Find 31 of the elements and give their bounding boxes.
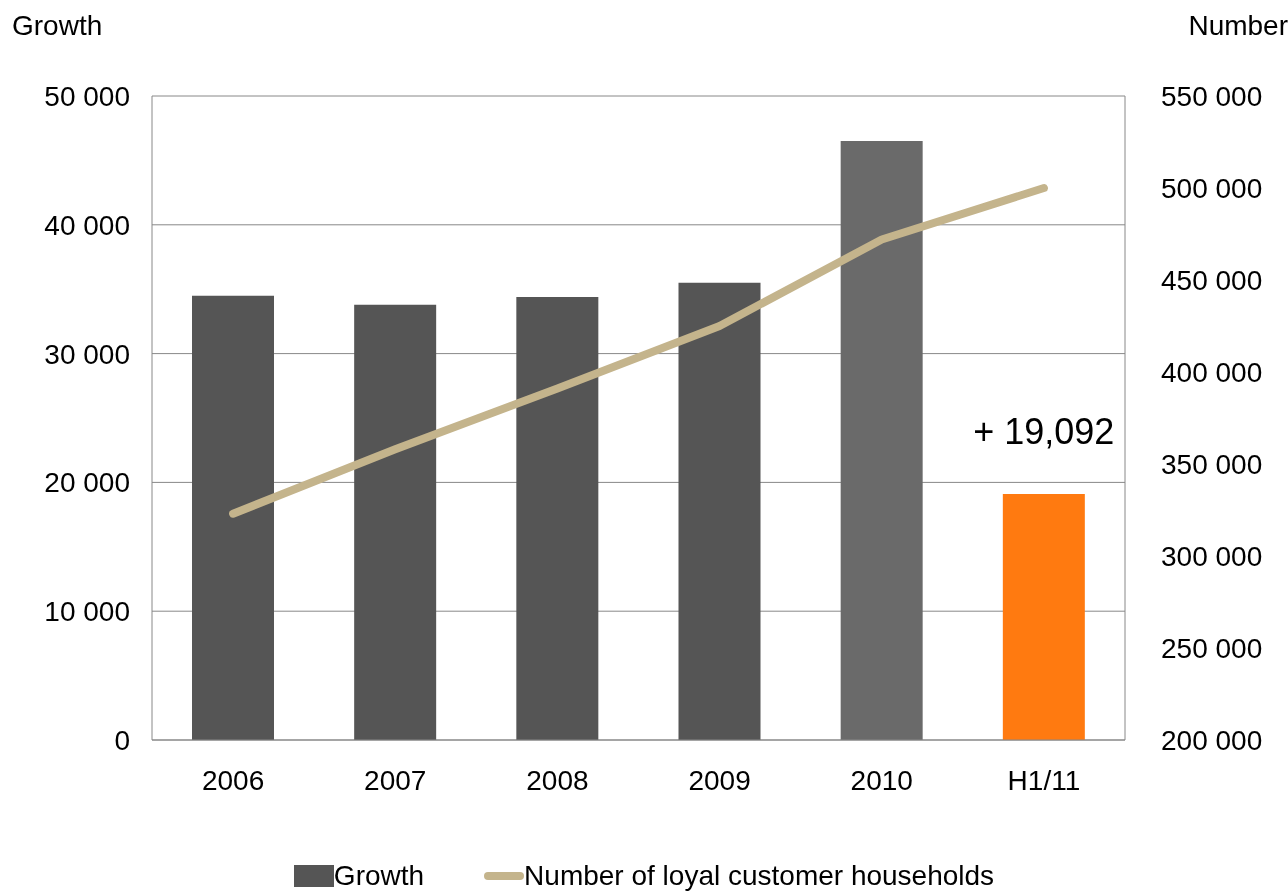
- y2-tick-label: 200 000: [1161, 724, 1263, 756]
- y2-tick-label: 250 000: [1161, 632, 1263, 664]
- x-tick-label: 2010: [850, 764, 913, 796]
- data-label: + 19,092: [973, 411, 1115, 453]
- y-tick-label: 30 000: [44, 338, 130, 370]
- x-tick-label: H1/11: [1007, 764, 1081, 796]
- y2-tick-label: 300 000: [1161, 540, 1263, 572]
- legend-label: Number of loyal customer households: [524, 860, 995, 892]
- bar: [516, 296, 599, 740]
- bar: [840, 141, 923, 740]
- y-tick-label: 40 000: [44, 209, 130, 241]
- x-tick-label: 2006: [201, 764, 265, 796]
- y2-tick-label: 350 000: [1161, 448, 1263, 480]
- y-axis-title: Growth: [12, 10, 103, 42]
- y-tick-label: 10 000: [44, 596, 130, 628]
- x-tick-label: 2007: [364, 764, 427, 796]
- bar: [354, 304, 437, 740]
- y-tick-label: 20 000: [44, 467, 130, 499]
- y-tick-label: 0: [114, 724, 130, 756]
- y2-tick-label: 450 000: [1161, 264, 1263, 296]
- bar: [678, 282, 761, 740]
- bar: [1002, 494, 1085, 740]
- y2-axis-title: Number: [1188, 10, 1288, 42]
- legend-label: Growth: [333, 860, 425, 892]
- x-tick-label: 2009: [688, 764, 751, 796]
- bar: [192, 295, 274, 740]
- y2-tick-label: 500 000: [1161, 172, 1263, 204]
- y2-tick-label: 550 000: [1161, 80, 1263, 112]
- x-tick-label: 2008: [526, 764, 589, 796]
- y-tick-label: 50 000: [44, 80, 130, 112]
- y2-tick-label: 400 000: [1161, 356, 1263, 388]
